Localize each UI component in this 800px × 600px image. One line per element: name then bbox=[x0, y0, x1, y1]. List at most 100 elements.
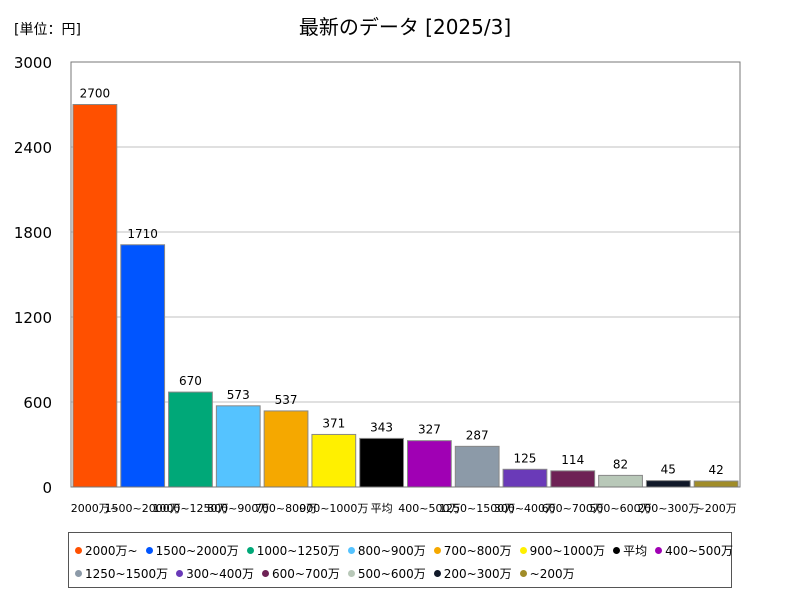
legend-marker bbox=[75, 546, 82, 554]
y-axis-ticks: 0 600 1200 1800 2400 3000 bbox=[14, 54, 52, 497]
bar bbox=[311, 433, 357, 488]
unit-label: [単位：円] bbox=[14, 22, 81, 38]
legend-marker bbox=[519, 569, 527, 577]
bar bbox=[168, 391, 213, 488]
x-axis-labels: 2000万~1500~2000万1000~1250万800~900万700~80… bbox=[71, 502, 737, 515]
legend-label: 700~800万 bbox=[443, 543, 512, 558]
legend-label: 800~900万 bbox=[357, 543, 426, 558]
plot-frame bbox=[70, 61, 741, 488]
legend-label: 平均 bbox=[623, 543, 648, 558]
x-tick-label: ~200万 bbox=[695, 502, 736, 515]
x-tick-label: 2000万~ bbox=[71, 502, 119, 515]
x-tick-label: 平均 bbox=[371, 502, 393, 515]
x-tick-label: 600~700万 bbox=[542, 502, 604, 515]
chart-title: 最新のデータ [2025/3] bbox=[299, 15, 511, 39]
y-tick-label: 1200 bbox=[14, 309, 52, 327]
bar-value-label: 2700 bbox=[80, 87, 111, 101]
legend-marker bbox=[613, 546, 621, 554]
legend-item: 300~400万 bbox=[176, 565, 254, 582]
legend-item: 800~900万 bbox=[347, 542, 426, 559]
legend-label: 300~400万 bbox=[186, 566, 255, 581]
bar-value-label: 125 bbox=[514, 451, 537, 465]
bar-value-label: 42 bbox=[708, 463, 723, 477]
bar bbox=[120, 244, 166, 488]
x-tick-label: 1000~1250万 bbox=[152, 502, 228, 515]
x-tick-label: 1500~2000万 bbox=[105, 502, 181, 515]
legend-label: 400~500万 bbox=[665, 543, 734, 558]
legend-marker bbox=[347, 546, 355, 554]
bar bbox=[407, 440, 452, 488]
legend-item: 1250~1500万 bbox=[75, 565, 168, 582]
bars: 2700 1710 670 573 537 371 343 327 287 125 114 82 45 4… bbox=[72, 87, 739, 488]
legend-item: 500~600万 bbox=[347, 565, 426, 582]
legend-item: 平均 bbox=[613, 542, 647, 559]
legend-marker bbox=[519, 546, 527, 554]
legend-marker bbox=[246, 546, 254, 554]
bar bbox=[598, 474, 643, 488]
x-tick-label: 300~400万 bbox=[494, 502, 556, 515]
legend-label: 600~700万 bbox=[272, 566, 340, 581]
bar-value-label: 45 bbox=[661, 463, 676, 477]
bar-value-label: 1710 bbox=[127, 227, 158, 241]
x-tick-label: 900~1000万 bbox=[299, 502, 368, 515]
y-tick-label: 0 bbox=[42, 479, 52, 497]
legend-marker bbox=[433, 569, 441, 577]
legend: 2000万~ 1500~2000万 1000~1250万 800~900万 700~80… bbox=[68, 532, 733, 588]
legend-label: 1000~1250万 bbox=[256, 543, 340, 558]
legend-marker bbox=[262, 569, 270, 577]
bar bbox=[550, 470, 596, 488]
x-tick-label: 200~300万 bbox=[637, 502, 699, 515]
legend-item: 1000~1250万 bbox=[246, 542, 340, 559]
bar-value-label: 371 bbox=[322, 416, 345, 430]
legend-item: 900~1000万 bbox=[519, 542, 606, 559]
bar bbox=[72, 104, 118, 488]
legend-row: 1250~1500万 300~400万 600~700万 500~600万 200~30… bbox=[75, 563, 583, 583]
legend-label: 1250~1500万 bbox=[85, 566, 169, 581]
bar-value-label: 343 bbox=[370, 420, 393, 434]
legend-marker bbox=[655, 546, 663, 554]
x-tick-label: 700~800万 bbox=[255, 502, 317, 515]
y-tick-label: 3000 bbox=[14, 54, 52, 72]
legend-label: 1500~2000万 bbox=[155, 543, 239, 558]
y-tick-label: 600 bbox=[23, 394, 52, 412]
legend-item: 400~500万 bbox=[655, 542, 733, 559]
legend-label: 900~1000万 bbox=[529, 543, 606, 558]
legend-item: ~200万 bbox=[519, 565, 575, 582]
bar bbox=[693, 480, 739, 488]
x-tick-label: 500~600万 bbox=[589, 502, 651, 515]
legend-item: 700~800万 bbox=[433, 542, 512, 559]
legend-item: 2000万~ bbox=[75, 542, 138, 559]
legend-label: ~200万 bbox=[529, 566, 575, 581]
bar bbox=[645, 480, 691, 488]
bar-value-label: 287 bbox=[466, 428, 489, 442]
legend-label: 2000万~ bbox=[85, 543, 138, 558]
y-tick-label: 2400 bbox=[14, 139, 52, 157]
bar bbox=[215, 405, 261, 488]
legend-item: 1500~2000万 bbox=[145, 542, 239, 559]
legend-marker bbox=[347, 569, 355, 577]
bar-value-label: 670 bbox=[179, 374, 202, 388]
bar bbox=[359, 437, 405, 488]
legend-label: 500~600万 bbox=[357, 566, 426, 581]
bar-value-label: 573 bbox=[227, 388, 250, 402]
x-tick-label: 800~900万 bbox=[207, 502, 269, 515]
legend-item: 200~300万 bbox=[433, 565, 512, 582]
bar bbox=[263, 410, 309, 488]
legend-marker bbox=[176, 569, 184, 577]
bar bbox=[454, 445, 500, 488]
legend-marker bbox=[145, 546, 153, 554]
legend-marker bbox=[75, 569, 82, 577]
legend-item: 600~700万 bbox=[262, 565, 340, 582]
bar-value-label: 82 bbox=[613, 457, 628, 471]
bar-value-label: 327 bbox=[418, 423, 441, 437]
bar-value-label: 114 bbox=[561, 453, 584, 467]
x-tick-label: 1250~1500万 bbox=[439, 502, 515, 515]
bar-value-label: 537 bbox=[275, 393, 298, 407]
legend-row: 2000万~ 1500~2000万 1000~1250万 800~900万 700~80… bbox=[75, 540, 741, 560]
legend-marker bbox=[433, 546, 441, 554]
legend-label: 200~300万 bbox=[443, 566, 512, 581]
x-tick-label: 400~500万 bbox=[398, 502, 460, 515]
bar bbox=[502, 468, 548, 488]
y-tick-label: 1800 bbox=[14, 224, 52, 242]
